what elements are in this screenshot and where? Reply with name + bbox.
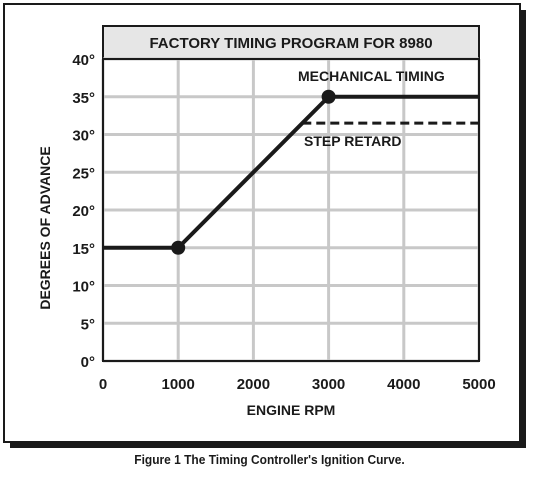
plot-border (102, 58, 480, 362)
series-line-0 (103, 94, 479, 250)
series-label-step-retard: STEP RETARD (304, 133, 402, 149)
x-tick-label: 0 (99, 376, 107, 393)
y-tick-label: 20° (72, 203, 95, 220)
y-tick-label: 5° (81, 316, 95, 333)
x-tick-label: 3000 (312, 376, 345, 393)
chart-title: FACTORY TIMING PROGRAM FOR 8980 (149, 35, 432, 52)
x-axis-title: ENGINE RPM (247, 402, 336, 418)
y-tick-label: 30° (72, 128, 95, 145)
data-point-marker (171, 240, 186, 255)
x-tick-label: 4000 (387, 376, 420, 393)
data-point-marker (321, 89, 336, 104)
y-tick-label: 35° (72, 90, 95, 107)
y-tick-label: 15° (72, 241, 95, 258)
series-label-mechanical-timing: MECHANICAL TIMING (298, 68, 445, 84)
series-layer (103, 89, 479, 255)
chart-title-box (102, 25, 480, 60)
x-tick-labels: 0 1000 2000 3000 4000 5000 (99, 376, 496, 393)
y-axis-title: DEGREES OF ADVANCE (37, 146, 53, 309)
x-tick-label: 2000 (237, 376, 270, 393)
y-tick-label: 0° (81, 354, 95, 371)
x-tick-label: 1000 (162, 376, 195, 393)
y-tick-labels: 0° 5° 10° 15° 20° 25° 30° 35° 40° (72, 52, 95, 371)
y-tick-label: 10° (72, 279, 95, 296)
x-tick-label: 5000 (462, 376, 495, 393)
y-tick-label: 25° (72, 165, 95, 182)
y-tick-label: 40° (72, 52, 95, 69)
figure-caption: Figure 1 The Timing Controller's Ignitio… (134, 452, 405, 467)
